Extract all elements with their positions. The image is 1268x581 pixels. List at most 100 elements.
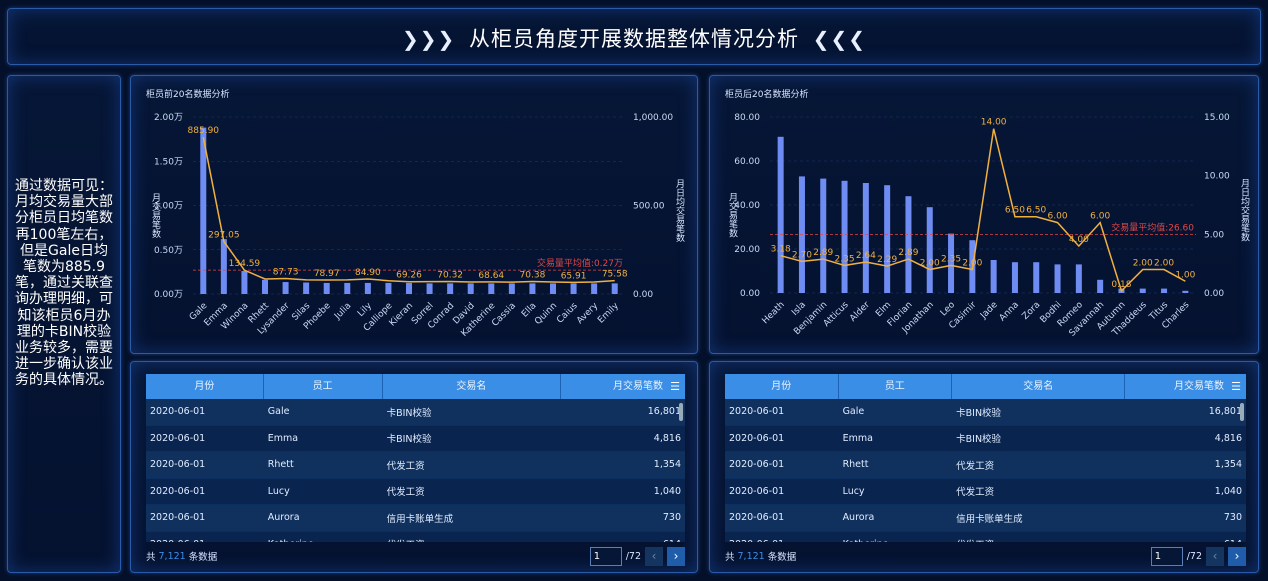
cell-transaction: 代发工资 xyxy=(383,537,562,542)
cell-transaction: 信用卡账单生成 xyxy=(386,513,454,525)
line-data-label: 6.00 xyxy=(1090,212,1110,222)
table-row[interactable]: 2020-06-01 Gale 卡BIN校验 16,801 xyxy=(725,399,1246,426)
bar xyxy=(884,185,891,293)
line-data-label: 2.89 xyxy=(898,248,918,258)
x-tick-label: Julia xyxy=(332,301,353,322)
bar xyxy=(591,283,598,294)
scrollbar[interactable] xyxy=(679,403,683,421)
table-row[interactable]: 2020-06-01 Emma 卡BIN校验 4,816 xyxy=(725,425,1246,452)
analysis-sidebar: 通过数据可见：月均交易量大部分柜员日均笔数再100笔左右，但是Gale日均笔数为… xyxy=(7,75,121,573)
chevron-left-icon[interactable]: ‹ xyxy=(645,546,663,566)
average-label: 交易量平均值:26.60 xyxy=(1111,221,1194,233)
col-month[interactable]: 月份 xyxy=(725,374,839,399)
cell-month: 2020-06-01 xyxy=(729,485,785,497)
col-count[interactable]: 月交易笔数 ☰ xyxy=(561,374,685,399)
arrows-right-icon: ❯❯❯ xyxy=(402,27,456,51)
chevron-left-icon[interactable]: ‹ xyxy=(1206,546,1224,566)
line-data-label: 69.26 xyxy=(396,271,422,281)
cell-month: 2020-06-01 xyxy=(150,512,206,524)
line-data-label: 87.73 xyxy=(273,267,299,277)
cell-month: 2020-06-01 xyxy=(729,432,785,444)
table-row[interactable]: 2020-06-01 Gale 卡BIN校验 16,801 xyxy=(146,399,685,426)
col-count[interactable]: 月交易笔数 ☰ xyxy=(1125,374,1246,399)
table-row[interactable]: 2020-06-01 Aurora 信用卡账单生成 730 xyxy=(146,505,685,532)
page-header: ❯❯❯ 从柜员角度开展数据整体情况分析 ❮❮❮ xyxy=(7,8,1261,65)
table-row[interactable]: 2020-06-01 Lucy 代发工资 1,040 xyxy=(146,478,685,505)
table-row[interactable]: 2020-06-01 Rhett 代发工资 1,354 xyxy=(146,452,685,479)
y2-tick-label: 500.00 xyxy=(633,202,665,212)
cell-employee: Gale xyxy=(842,406,865,418)
footer-count: 7,121 xyxy=(737,550,765,562)
chevron-right-icon[interactable]: › xyxy=(667,546,685,566)
col-count-label: 月交易笔数 xyxy=(1174,381,1225,392)
right-table-panel: 月份 员工 交易名 月交易笔数 ☰ 2020-06-01 Gale 卡BIN校验 16… xyxy=(709,361,1259,573)
cell-count: 730 xyxy=(1223,512,1242,524)
page-title: ❯❯❯ 从柜员角度开展数据整体情况分析 ❮❮❮ xyxy=(8,23,1260,53)
cell-transaction: 卡BIN校验 xyxy=(386,434,432,446)
x-tick-label: Alder xyxy=(848,300,872,324)
col-transaction[interactable]: 交易名 xyxy=(383,374,562,399)
bar xyxy=(303,282,310,294)
col-transaction[interactable]: 交易名 xyxy=(952,374,1126,399)
cell-employee: Rhett xyxy=(267,459,294,471)
cell-employee: Lucy xyxy=(267,485,290,497)
table-row[interactable]: 2020-06-01 Rhett 代发工资 1,354 xyxy=(725,452,1246,479)
bar xyxy=(777,136,784,293)
y2-tick-label: 5.00 xyxy=(1204,230,1224,240)
sort-icon[interactable]: ☰ xyxy=(1231,380,1242,393)
x-tick-label: Emily xyxy=(596,301,621,326)
x-tick-label: Jade xyxy=(978,300,1000,322)
x-tick-label: Anna xyxy=(998,300,1021,323)
line-data-label: 2.29 xyxy=(877,255,897,265)
left-table-panel: 月份 员工 交易名 月交易笔数 ☰ 2020-06-01 Gale 卡BIN校验 16… xyxy=(130,361,698,573)
table-row[interactable]: 2020-06-01 Emma 卡BIN校验 4,816 xyxy=(146,425,685,452)
bar xyxy=(488,283,495,294)
bar xyxy=(344,282,351,294)
col-employee[interactable]: 员工 xyxy=(264,374,383,399)
table-row[interactable]: 2020-06-01 Aurora 信用卡账单生成 730 xyxy=(725,505,1246,532)
arrows-left-icon: ❮❮❮ xyxy=(812,27,866,51)
cell-month: 2020-06-01 xyxy=(150,432,206,444)
table-row[interactable]: 2020-06-01Katherine代发工资614 xyxy=(146,531,685,542)
bar xyxy=(1097,279,1104,293)
top20-chart[interactable]: 0.00万 0.50万 1.00万 1.50万 2.00万 0.00 500.00 1,000… xyxy=(131,76,699,355)
page-input[interactable]: 1 xyxy=(589,546,622,566)
x-tick-label: Avery xyxy=(575,301,601,327)
footer-prefix: 共 xyxy=(146,552,156,563)
table-footer: 共 7,121 条数据 1 /72 ‹ › xyxy=(725,546,1246,566)
col-month[interactable]: 月份 xyxy=(146,374,264,399)
bottom20-chart[interactable]: 0.00 20.00 40.00 60.00 80.00 0.00 5.00 10.00 15.… xyxy=(710,76,1260,355)
footer-count: 7,121 xyxy=(158,550,186,562)
line-data-label: 2.89 xyxy=(813,248,833,258)
line-data-label: 6.50 xyxy=(1005,206,1025,216)
line-series xyxy=(202,137,615,284)
table-body: 2020-06-01 Gale 卡BIN校验 16,801 2020-06-01 Emma… xyxy=(146,399,685,542)
page-input[interactable]: 1 xyxy=(1150,546,1183,566)
y2-tick-label: 0.00 xyxy=(633,290,653,300)
chevron-right-icon[interactable]: › xyxy=(1228,546,1246,566)
y2-tick-label: 10.00 xyxy=(1204,172,1230,182)
total-pages: /72 xyxy=(625,550,641,562)
y2-tick-label: 15.00 xyxy=(1204,113,1230,123)
sort-icon[interactable]: ☰ xyxy=(670,380,680,393)
table-row[interactable]: 2020-06-01Katherine代发工资614 xyxy=(725,531,1246,542)
line-data-label: 14.00 xyxy=(981,118,1007,128)
scrollbar[interactable] xyxy=(1240,403,1244,421)
table-row[interactable]: 2020-06-01 Lucy 代发工资 1,040 xyxy=(725,478,1246,505)
cell-transaction: 代发工资 xyxy=(386,487,425,499)
col-employee[interactable]: 员工 xyxy=(839,374,953,399)
x-tick-label: Kieran xyxy=(388,301,415,328)
data-table: 月份 员工 交易名 月交易笔数 ☰ 2020-06-01 Gale 卡BIN校验 16… xyxy=(146,374,685,542)
line-data-label: 70.38 xyxy=(520,271,546,281)
bar xyxy=(241,270,248,294)
cell-transaction: 卡BIN校验 xyxy=(956,407,1002,419)
cell-count: 16,801 xyxy=(1208,406,1242,418)
y-tick-label: 0.00万 xyxy=(154,290,183,300)
bar xyxy=(508,283,515,294)
x-tick-label: Heath xyxy=(761,300,787,326)
line-data-label: 78.97 xyxy=(314,269,340,279)
bar xyxy=(200,127,207,294)
col-count-label: 月交易笔数 xyxy=(612,381,663,392)
bar xyxy=(948,233,955,293)
cell-employee: Katherine xyxy=(264,539,383,542)
